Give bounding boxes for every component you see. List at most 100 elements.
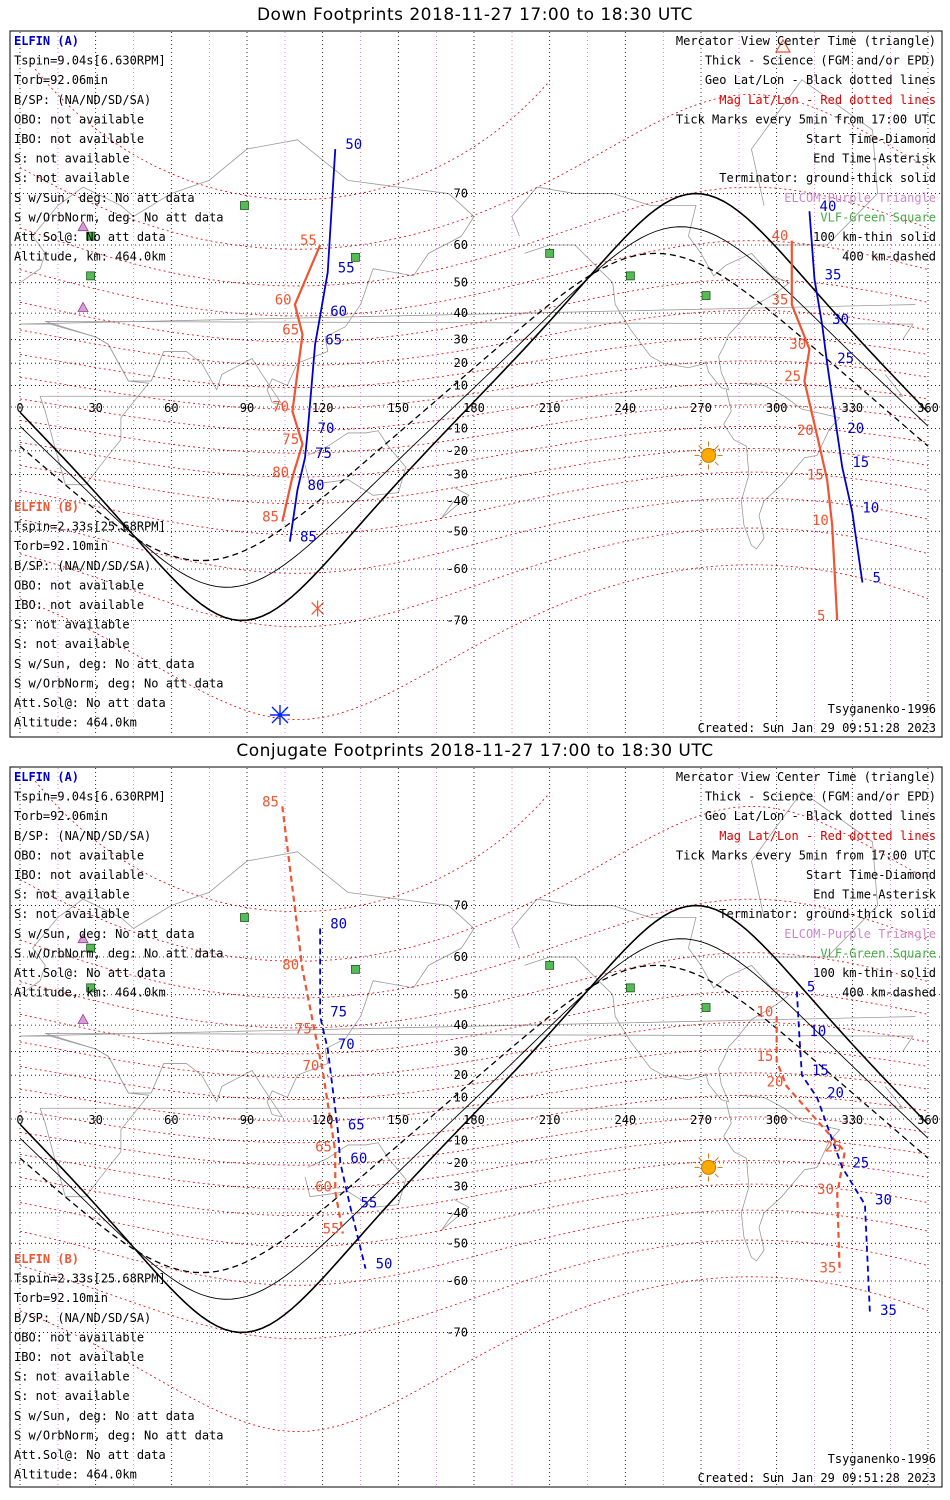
elfin-b-info-line: B/SP: (NA/ND/SD/SA): [14, 1311, 151, 1325]
longitude-label: 210: [539, 401, 561, 415]
elfin-b-info-line: S: not available: [14, 637, 130, 651]
legend-line: Mercator View Center Time (triangle): [676, 770, 936, 784]
mag-latitude-line: [19, 952, 929, 1029]
vlf-square-icon: [701, 291, 711, 300]
legend-line: VLF-Green Square: [820, 946, 936, 960]
track-b-tick-label: 15: [756, 1049, 773, 1065]
elfin-a-info-line: S w/OrbNorm, deg: No att data: [14, 210, 224, 224]
track-a-tick-label: 55: [361, 1195, 378, 1211]
track-b-tick-label: 65: [315, 1140, 332, 1156]
track-a-tick-label: 65: [325, 332, 342, 348]
track-b-tick-label: 35: [820, 1261, 837, 1277]
elfin-a-info-line: Att.Sol@: No att data: [14, 230, 166, 244]
longitude-label: 60: [164, 401, 178, 415]
elfin-a-track: [795, 991, 871, 1315]
elfin-a-info-line: Torb=92.06min: [14, 73, 108, 87]
elfin-a-info-line: S: not available: [14, 888, 130, 902]
elfin-b-title: ELFIN (B): [14, 500, 79, 514]
coastline-4: [511, 898, 791, 1103]
coastline-0: [19, 851, 916, 1118]
latitude-label: -70: [446, 1325, 468, 1339]
elfin-b-info-line: IBO: not available: [14, 1350, 144, 1364]
latitude-label: -10: [446, 1134, 468, 1148]
track-b-tick-label: 30: [789, 337, 806, 353]
mag-latitude-line: [19, 1209, 929, 1286]
created-label: Created: Sun Jan 29 09:51:28 2023: [698, 721, 936, 735]
elfin-b-info-line: S w/Sun, deg: No att data: [14, 657, 195, 671]
elfin-a-info-line: S: not available: [14, 152, 130, 166]
latitude-label: -30: [446, 1180, 468, 1194]
track-a-tick-label: 75: [330, 1005, 347, 1021]
elfin-a-track: [808, 211, 864, 583]
elfin-b-info-line: Att.Sol@: No att data: [14, 1448, 166, 1462]
longitude-label: 150: [387, 401, 409, 415]
longitude-label: 120: [312, 1113, 334, 1127]
down-footprints-map: 5055606570758085403530252015105556065707…: [9, 30, 943, 738]
elfin-a-info-line: Altitude, km: 464.0km: [14, 986, 166, 1000]
longitude-label: 120: [312, 401, 334, 415]
elfin-a-info-line: Att.Sol@: No att data: [14, 966, 166, 980]
elfin-a-info-line: Tspin=9.04s[6.630RPM]: [14, 790, 166, 804]
latitude-label: 20: [454, 1068, 468, 1082]
elfin-a-track: [319, 928, 367, 1269]
elfin-b-title: ELFIN (B): [14, 1252, 79, 1266]
longitude-label: 150: [387, 1113, 409, 1127]
track-a-tick-label: 5: [873, 570, 881, 586]
track-a-tick-label: 5: [807, 979, 815, 995]
created-label: Created: Sun Jan 29 09:51:28 2023: [698, 1471, 936, 1485]
elfin-b-info-line: S w/Sun, deg: No att data: [14, 1409, 195, 1423]
track-b-tick-label: 55: [323, 1222, 340, 1238]
track-b-tick-label: 60: [315, 1180, 332, 1196]
mag-latitude-line: [19, 1183, 929, 1248]
latitude-label: 70: [454, 187, 468, 201]
elfin-a-info-line: B/SP: (NA/ND/SD/SA): [14, 829, 151, 843]
elfin-b-info-line: Altitude: 464.0km: [14, 716, 137, 730]
coastline-3: [440, 486, 470, 519]
legend-line: End Time-Asterisk: [813, 888, 937, 902]
elfin-b-track: [790, 240, 839, 621]
track-a-tick-label: 30: [875, 1193, 892, 1209]
track-a-tick-label: 10: [862, 500, 879, 516]
map-layer: [11, 32, 941, 736]
latitude-label: -10: [446, 422, 468, 436]
panel-title-down: Down Footprints 2018-11-27 17:00 to 18:3…: [256, 5, 694, 25]
legend-line: Mercator View Center Time (triangle): [676, 34, 936, 48]
elfin-b-info-line: S w/OrbNorm, deg: No att data: [14, 676, 224, 690]
track-a-tick-label: 75: [315, 446, 332, 462]
track-a-tick-label: 65: [348, 1118, 365, 1134]
longitude-label: 30: [88, 1113, 102, 1127]
track-b-tick-label: 70: [272, 399, 289, 415]
track-a-tick-label: 35: [825, 267, 842, 283]
elfin-b-track: [281, 244, 322, 522]
track-a-tick-label: 55: [338, 260, 355, 276]
elfin-b-info-line: S w/OrbNorm, deg: No att data: [14, 1428, 224, 1442]
longitude-label: 330: [841, 401, 863, 415]
elcom-triangle-icon: [77, 1013, 89, 1024]
elfin-a-info-line: S w/Sun, deg: No att data: [14, 191, 195, 205]
track-a-tick-label: 25: [852, 1155, 869, 1171]
track-b-tick-label: 5: [817, 608, 825, 624]
longitude-label: 60: [164, 1113, 178, 1127]
vlf-square-icon: [545, 960, 555, 970]
track-b-tick-label: 20: [767, 1074, 784, 1090]
coastline-4: [511, 186, 791, 391]
legend-line: Terminator: ground-thick solid: [719, 907, 936, 921]
map-layer: [11, 768, 941, 1486]
latitude-label: 10: [454, 378, 468, 392]
legend-line: Geo Lat/Lon - Black dotted lines: [705, 809, 936, 823]
terminator-400km: [19, 252, 929, 562]
latitude-label: 30: [454, 1044, 468, 1058]
latitude-label: 70: [454, 899, 468, 913]
latitude-label: -70: [446, 613, 468, 627]
longitude-label: 180: [463, 1113, 485, 1127]
longitude-label: 240: [614, 401, 636, 415]
elfin-a-track: [288, 148, 337, 542]
elcom-triangle-icon: [77, 301, 89, 312]
elfin-a-info-line: Altitude, km: 464.0km: [14, 250, 166, 264]
longitude-label: 90: [240, 401, 254, 415]
mag-latitude-line: [19, 497, 929, 574]
terminator-100km: [19, 938, 929, 1300]
latitude-label: 40: [454, 1018, 468, 1032]
track-b-tick-label: 75: [295, 1021, 312, 1037]
coastline-2: [304, 1142, 407, 1208]
